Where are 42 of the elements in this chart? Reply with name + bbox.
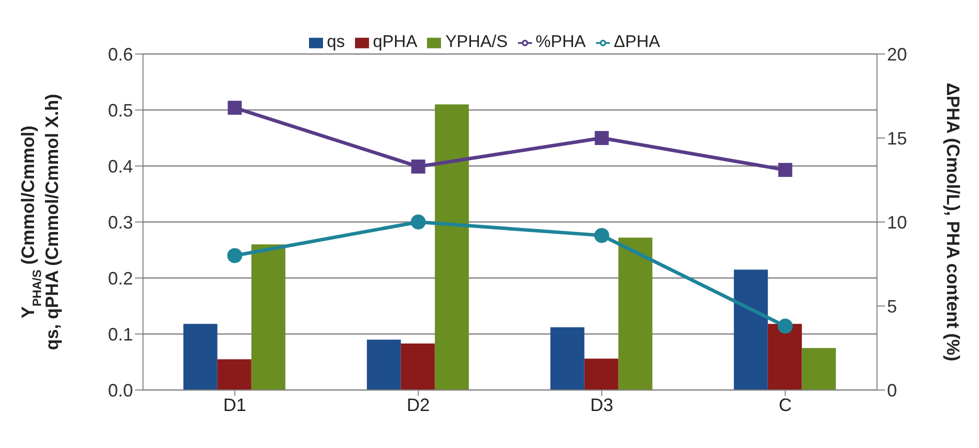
bar — [251, 244, 286, 390]
bar — [217, 359, 252, 390]
bar — [400, 344, 435, 390]
legend-label: ΔPHA — [614, 32, 660, 51]
bar — [768, 324, 802, 390]
y-tick-label: 0.3 — [108, 212, 133, 232]
point — [411, 160, 426, 174]
y2-axis-title: ΔPHA (Cmol/L), PHA content (%) — [943, 82, 963, 362]
y-tick-label: 0.6 — [108, 44, 133, 64]
y-tick-label: 0.2 — [108, 268, 133, 288]
bar — [618, 238, 652, 390]
y2-tick-label: 10 — [887, 212, 908, 232]
point — [778, 162, 792, 177]
y2-tick-label: 20 — [887, 44, 908, 64]
point — [410, 214, 426, 230]
point — [594, 131, 609, 145]
y2-tick-label: 15 — [887, 128, 908, 148]
y-tick-label: 0.0 — [108, 380, 133, 400]
point — [594, 228, 610, 243]
y-tick-label: 0.5 — [108, 100, 133, 120]
y2-tick-label: 5 — [887, 296, 898, 316]
bar — [802, 348, 836, 390]
legend-label: qs — [326, 32, 345, 51]
x-tick-label: D2 — [406, 394, 430, 415]
bar — [734, 270, 768, 390]
legend-label: %PHA — [536, 32, 586, 51]
y-tick-label: 0.4 — [108, 156, 133, 176]
bar — [183, 324, 218, 390]
x-tick-label: C — [778, 394, 792, 415]
y-tick-label: 0.1 — [108, 324, 133, 344]
legend-label: YPHA/S — [445, 32, 508, 51]
legend-label: qPHA — [372, 32, 418, 51]
y2-tick-label: 0 — [887, 380, 898, 400]
bar — [584, 358, 618, 390]
x-tick-label: D3 — [590, 394, 614, 415]
x-tick-label: D1 — [223, 394, 246, 415]
point — [778, 318, 793, 334]
point — [228, 100, 242, 115]
point — [227, 248, 242, 264]
bar — [434, 104, 469, 390]
bar — [366, 340, 401, 390]
bar — [550, 327, 584, 390]
